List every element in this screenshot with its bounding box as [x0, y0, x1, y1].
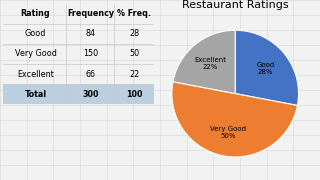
Text: 50: 50 — [129, 50, 139, 59]
Title: Restaurant Ratings: Restaurant Ratings — [182, 1, 289, 10]
Text: Total: Total — [24, 90, 47, 99]
Text: 150: 150 — [83, 50, 98, 59]
Wedge shape — [172, 82, 297, 157]
Text: Rating: Rating — [21, 9, 50, 18]
Text: Frequency: Frequency — [67, 9, 114, 18]
Wedge shape — [235, 30, 299, 105]
Text: Excellent
22%: Excellent 22% — [194, 57, 226, 70]
Text: 84: 84 — [85, 29, 95, 38]
Wedge shape — [173, 30, 235, 94]
Text: Very Good: Very Good — [15, 50, 56, 59]
Text: 100: 100 — [126, 90, 142, 99]
Text: Good: Good — [25, 29, 46, 38]
Text: Excellent: Excellent — [17, 70, 54, 79]
Text: 22: 22 — [129, 70, 139, 79]
Text: 66: 66 — [85, 70, 95, 79]
Text: 300: 300 — [82, 90, 99, 99]
Text: 28: 28 — [129, 29, 139, 38]
Bar — [3, 84, 154, 104]
Text: % Freq.: % Freq. — [117, 9, 151, 18]
Text: Good
28%: Good 28% — [256, 62, 275, 75]
Text: Very Good
50%: Very Good 50% — [210, 126, 246, 139]
